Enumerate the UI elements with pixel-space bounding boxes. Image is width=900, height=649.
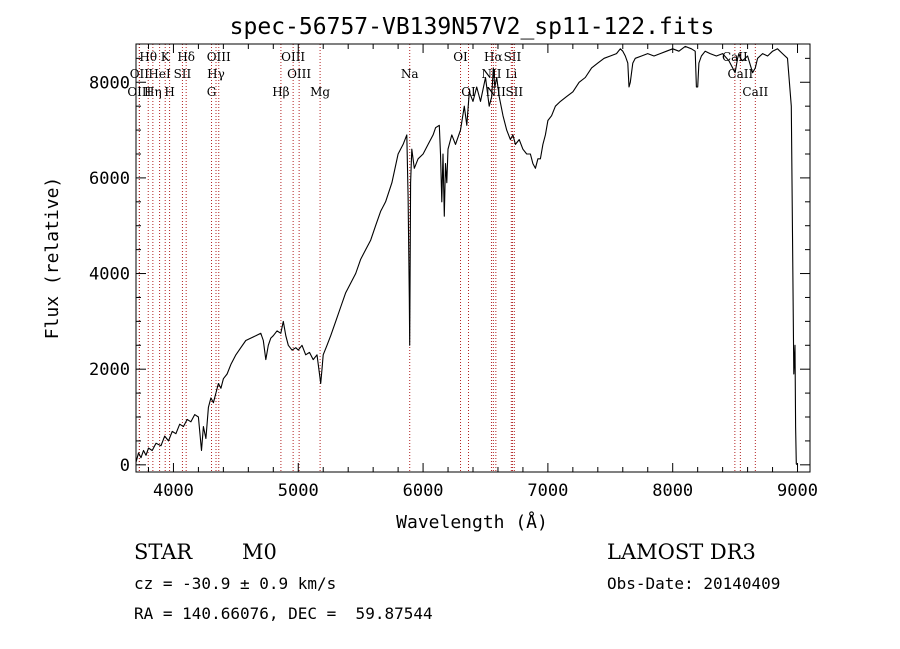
- y-tick-label: 8000: [89, 73, 130, 93]
- line-marker-label: OIII: [207, 50, 231, 64]
- line-marker-label: Hα: [484, 50, 503, 64]
- axis-ticks: 4000 5000 6000 7000 8000 9000 0 2000 4000 6000 800…: [89, 44, 818, 501]
- line-marker-label: Hδ: [177, 50, 195, 64]
- survey-name: LAMOST DR3: [607, 540, 756, 564]
- flux-line: [135, 45, 798, 466]
- line-marker-label: Hβ: [272, 85, 289, 99]
- chart-title: spec-56757-VB139N57V2_sp11-122.fits: [230, 14, 715, 40]
- line-marker-label: Li: [505, 67, 517, 81]
- x-tick-label: 7000: [527, 481, 568, 501]
- y-tick-label: 4000: [89, 265, 130, 285]
- flux-series: [135, 45, 798, 466]
- line-marker-label: OIII: [287, 67, 311, 81]
- spectral-subclass: M0: [242, 540, 277, 564]
- line-marker-label: SII: [504, 50, 522, 64]
- line-marker-label: K: [161, 50, 171, 64]
- line-marker-label: HeI: [148, 67, 171, 81]
- line-marker-label: G: [207, 85, 217, 99]
- y-axis-label: Flux (relative): [42, 177, 63, 340]
- line-marker-label: Mg: [310, 85, 330, 99]
- line-marker-label: Hγ: [207, 67, 225, 81]
- y-tick-label: 6000: [89, 169, 130, 189]
- line-marker-label: OIII: [281, 50, 305, 64]
- x-axis-label: Wavelength (Å): [396, 511, 548, 533]
- line-marker-label: NII: [486, 85, 506, 99]
- coordinates: RA = 140.66076, DEC = 59.87544: [134, 604, 433, 623]
- observation-date: Obs-Date: 20140409: [607, 574, 781, 593]
- line-marker-label: SII: [174, 67, 192, 81]
- line-marker-label: H: [164, 85, 174, 99]
- line-marker-label: CaII: [742, 85, 768, 99]
- spectrum-chart: spec-56757-VB139N57V2_sp11-122.fits Hθ OI…: [42, 14, 818, 533]
- x-tick-label: 9000: [777, 481, 818, 501]
- line-marker-label: OI: [453, 50, 468, 64]
- line-marker-label: OI: [461, 85, 476, 99]
- line-marker-label: CaII: [727, 67, 753, 81]
- object-class: STAR: [134, 540, 193, 564]
- line-marker-label: NII: [481, 67, 501, 81]
- line-marker-label: Hθ: [139, 50, 157, 64]
- x-tick-label: 8000: [652, 481, 693, 501]
- x-tick-label: 4000: [153, 481, 194, 501]
- x-tick-label: 5000: [278, 481, 319, 501]
- plot-frame: [135, 43, 811, 473]
- line-marker-label: OIII: [127, 85, 151, 99]
- line-marker-label: Na: [401, 67, 419, 81]
- y-tick-label: 2000: [89, 360, 130, 380]
- x-tick-label: 6000: [403, 481, 444, 501]
- line-marker-label: Hη: [144, 85, 162, 99]
- y-tick-label: 0: [120, 456, 130, 476]
- redshift-info: cz = -30.9 ± 0.9 km/s: [134, 574, 337, 593]
- line-marker-label: SII: [505, 85, 523, 99]
